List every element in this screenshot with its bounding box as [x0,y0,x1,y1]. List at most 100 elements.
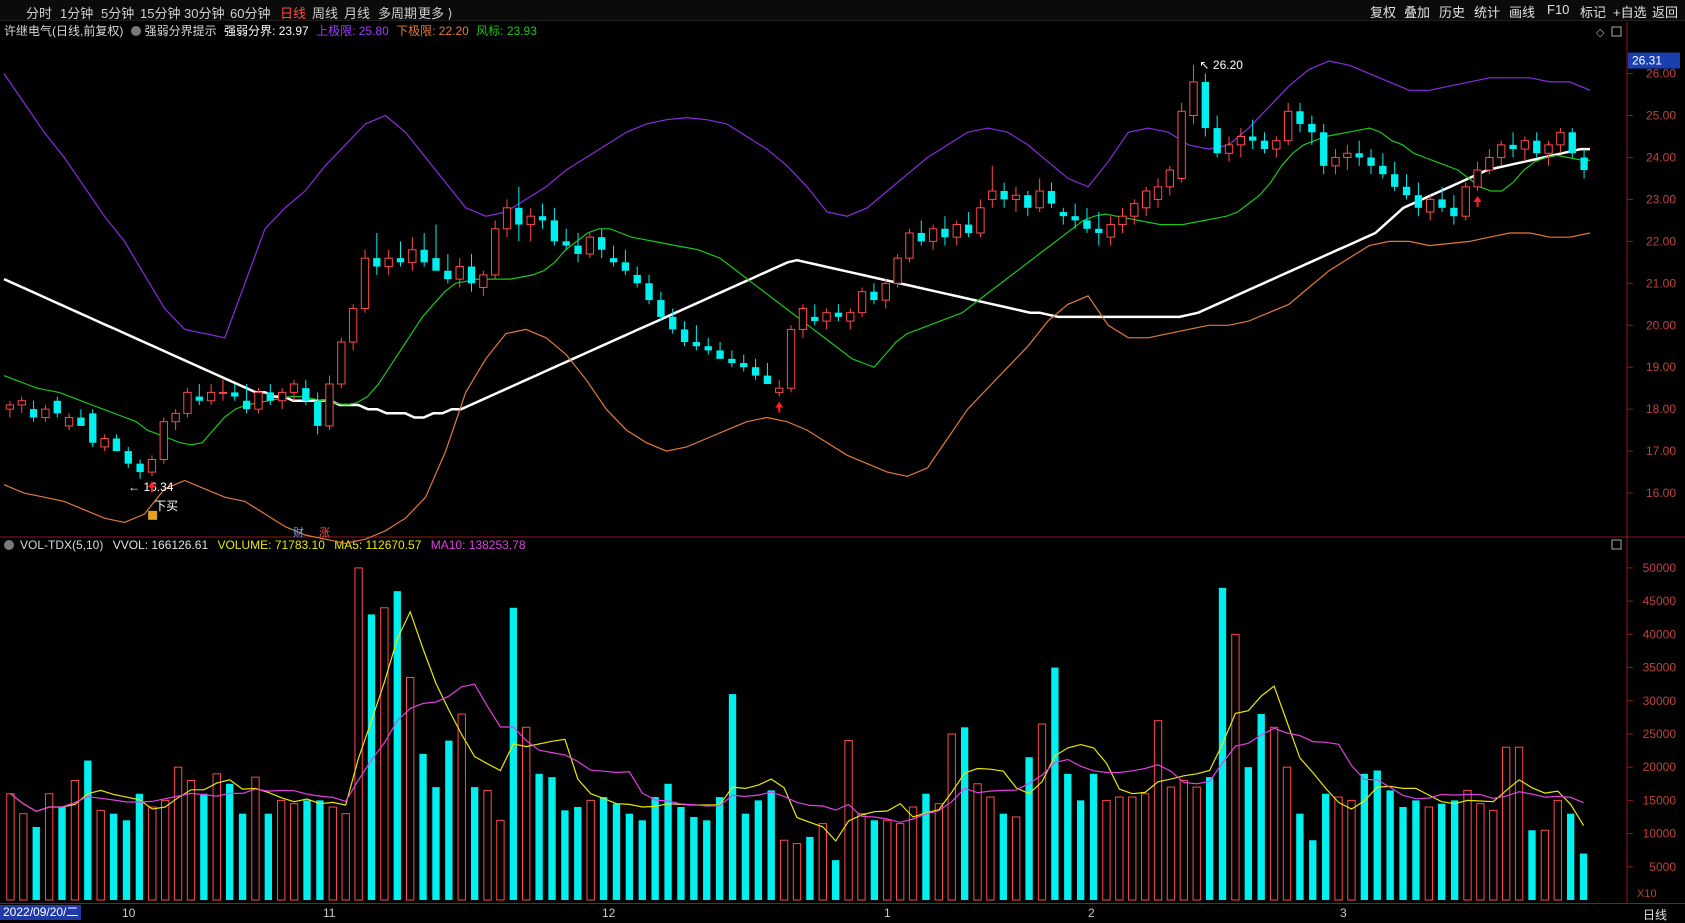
candle-body-27 [325,383,334,427]
candle-body-112 [1331,156,1340,167]
month-label-4: 2 [1088,906,1095,920]
candle-body-79 [941,228,949,238]
volume-bar-17 [225,783,234,900]
volume-bar-109 [1412,800,1420,900]
candle-body-6 [77,417,85,426]
candle-body-109 [1296,111,1304,124]
toolbar-right-item-7[interactable]: +自选 [1613,5,1647,20]
period-tab-2[interactable]: 5分钟 [101,6,135,21]
volume-indicator-name[interactable]: VOL-TDX(5,10) [20,538,104,552]
volume-bar-4 [58,807,66,900]
volume-bar-67 [870,820,879,900]
volume-bar-58 [754,800,762,900]
volume-bar-36 [470,787,479,900]
volume-bar-11 [148,806,157,901]
period-tab-7[interactable]: 周线 [312,6,339,21]
price-tick-label-10: 26.00 [1646,67,1676,81]
candle-body-104 [1236,135,1246,146]
candle-body-123 [1461,186,1470,217]
period-tab-6[interactable]: 日线 [280,6,307,21]
volume-bar-89 [1153,720,1163,901]
period-tab-5[interactable]: 60分钟 [230,6,271,21]
candle-body-127 [1509,144,1517,150]
period-tab-10[interactable]: 更多 ⟩ [418,6,453,21]
vvol-value: VVOL: 166126.61 [112,538,209,552]
period-tab-8[interactable]: 月线 [344,6,371,21]
vol-tick-label-6: 35000 [1643,661,1677,675]
volume-bar-97 [1257,714,1265,900]
indicator-name[interactable]: 强弱分界提示 [144,24,217,38]
candle-body-10 [124,451,132,464]
candle-body-61 [728,358,736,364]
volume-bar-38 [496,819,505,901]
volume-bar-105 [1360,773,1369,900]
toolbar-right-item-2[interactable]: 历史 [1439,5,1466,20]
volume-bar-96 [1244,767,1252,900]
period-tab-0[interactable]: 分时 [26,6,53,21]
candle-body-94 [1118,215,1127,226]
volume-bar-95 [1231,633,1240,901]
volume-bar-55 [715,797,724,900]
volume-bar-116 [1502,746,1511,901]
candle-body-121 [1438,199,1446,208]
volume-bar-14 [186,779,196,901]
period-tab-9[interactable]: 多周期 [378,6,418,21]
volume-bar-21 [277,799,286,901]
candle-body-126 [1497,144,1506,158]
candle-body-122 [1450,207,1458,217]
toolbar-right-item-8[interactable]: 返回 [1652,5,1679,20]
candle-body-7 [89,413,97,443]
volume-bar-104 [1347,799,1356,901]
candle-body-115 [1367,157,1375,166]
toolbar-right-item-0[interactable]: 复权 [1370,5,1397,20]
candle-body-132 [1568,132,1576,154]
volume-bar-68 [883,819,892,901]
volume-bar-54 [703,820,711,900]
volume-bar-106 [1373,770,1381,900]
toolbar-right-item-1[interactable]: 叠加 [1404,5,1431,20]
volume-bar-57 [741,813,750,900]
volume-bar-121 [1566,813,1575,900]
toolbar-right-item-4[interactable]: 画线 [1509,5,1536,20]
stock-chart[interactable]: 16.00 17.00 18.00 19.00 20.00 21.00 22.00 23.00… [0,0,1685,903]
top-toolbar: 分时 1分钟 5分钟 15分钟 30分钟 60分钟 日线 周线 月线 多周期 更多 ⟩ 复权 叠加 历史… [0,0,1685,21]
status-bar: 2022/09/20/二 10 11 12 1 2 3 日线 [0,903,1685,922]
period-tab-4[interactable]: 30分钟 [184,6,225,21]
high-price-annotation: ↖ 26.20 [1200,58,1244,72]
candle-body-85 [1011,194,1021,200]
candle-body-116 [1379,165,1387,175]
candle-body-43 [515,207,523,225]
candle-body-21 [254,391,263,410]
rise-badge[interactable]: 涨 [319,527,330,539]
candle-body-66 [786,328,796,389]
toolbar-right-item-6[interactable]: 标记 [1580,5,1607,20]
volume-bar-81 [1051,667,1059,900]
volume-bar-115 [1489,809,1498,901]
candle-body-91 [1083,220,1091,229]
finance-badge[interactable]: 财 [293,527,304,539]
volume-bar-92 [1192,786,1201,901]
volume-bar-74 [960,727,969,900]
vol-tick-label-1: 10000 [1643,827,1677,841]
candle-body-4 [53,400,61,414]
period-tab-3[interactable]: 15分钟 [140,6,181,21]
volume-settings-icon[interactable] [4,540,14,550]
overlay-line-3 [3,232,1591,545]
candle-body-52 [621,262,630,271]
price-tick-label-0: 16.00 [1646,486,1676,500]
volume-bar-85 [1102,799,1111,901]
upper-limit-value: 上极限: 25.80 [316,24,389,38]
volume-bar-73 [947,733,956,901]
current-price-tag-bg [1628,52,1680,69]
volume-bar-32 [419,753,427,900]
toolbar-right-item-3[interactable]: 统计 [1474,5,1501,20]
toolbar-right-item-5[interactable]: F10 [1547,2,1570,17]
candle-body-40 [479,274,488,288]
candle-body-82 [976,207,985,234]
volume-bar-33 [432,787,440,900]
volume-bar-122 [1579,853,1588,900]
indicator-settings-icon[interactable] [130,26,141,36]
candle-body-34 [408,249,417,263]
volume-bar-65 [844,740,853,901]
period-tab-1[interactable]: 1分钟 [60,6,94,21]
